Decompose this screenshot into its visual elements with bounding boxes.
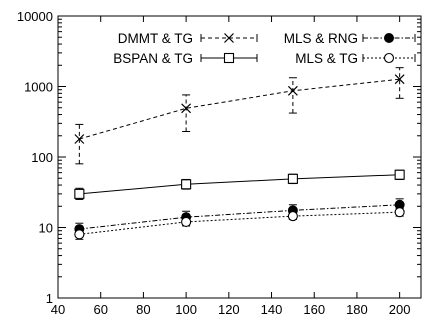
error-bar — [395, 67, 404, 99]
legend-label: MLS & RNG — [284, 31, 358, 46]
x-tick-label: 60 — [93, 302, 107, 317]
x-tick-label: 180 — [346, 302, 368, 317]
data-point — [394, 74, 405, 85]
data-point — [74, 134, 85, 144]
x-tick-label: 40 — [51, 302, 65, 317]
legend: DMMT & TG MLS & RNG BSPAN & TG MLS & TG — [113, 31, 416, 66]
error-bar — [182, 94, 191, 132]
legend-marker — [384, 33, 394, 43]
legend-entry: BSPAN & TG — [113, 51, 258, 66]
legend-marker — [383, 52, 395, 64]
legend-entry: DMMT & TG — [118, 31, 258, 46]
legend-marker — [223, 52, 235, 64]
x-tick-label: 120 — [218, 302, 240, 317]
data-point — [287, 211, 298, 222]
error-bar — [75, 123, 84, 165]
legend-label: BSPAN & TG — [113, 51, 193, 66]
data-point — [287, 173, 298, 184]
legend-entry: MLS & RNG — [284, 31, 416, 46]
data-point — [74, 188, 85, 199]
x-tick-label: 140 — [261, 302, 283, 317]
y-tick-label: 100 — [31, 150, 53, 165]
x-tick-label: 160 — [303, 302, 325, 317]
x-tick-label: 200 — [389, 302, 411, 317]
data-point — [394, 169, 405, 180]
legend-marker — [224, 33, 234, 43]
data-point — [394, 207, 405, 218]
legend-entry: MLS & TG — [295, 51, 416, 66]
data-point — [181, 216, 192, 227]
data-point — [287, 85, 298, 96]
data-point — [181, 103, 192, 114]
data-point — [181, 179, 192, 190]
axis-ticks: 40 60 80 100 120 140 160 180 200 1 10 100 1000 10000 — [17, 9, 421, 317]
y-tick-label: 10 — [39, 221, 53, 236]
data-point — [74, 229, 85, 240]
series-line — [79, 78, 400, 140]
y-tick-label: 1 — [46, 291, 53, 306]
series-line — [79, 174, 400, 195]
x-tick-label: 80 — [136, 302, 150, 317]
series-markers — [74, 74, 405, 240]
legend-label: DMMT & TG — [118, 31, 193, 46]
legend-label: MLS & TG — [295, 51, 358, 66]
x-tick-label: 100 — [175, 302, 197, 317]
series-line — [79, 204, 400, 230]
error-bar — [288, 77, 297, 114]
series-lines — [79, 78, 400, 235]
y-tick-label: 10000 — [17, 9, 53, 24]
series-line — [79, 211, 400, 235]
y-tick-label: 1000 — [24, 80, 53, 95]
